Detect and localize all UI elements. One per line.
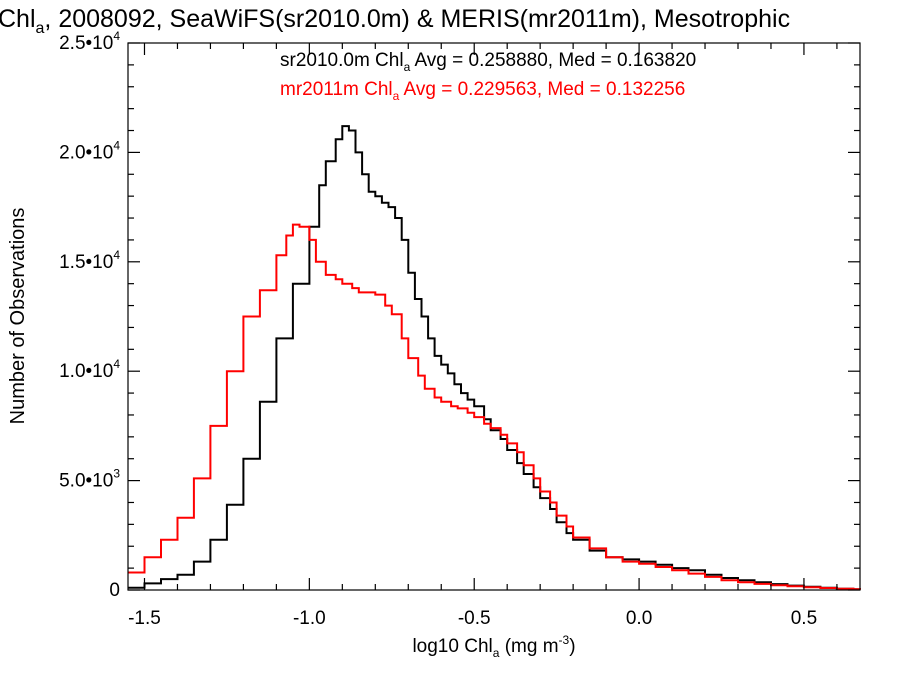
series-line-2 (128, 223, 861, 591)
y-axis-label: Number of Observations (7, 208, 29, 425)
x-tick-label: -1.5 (128, 608, 161, 629)
series-line-1 (128, 125, 861, 591)
x-axis-label: log10 Chla (mg m-3) (412, 633, 575, 660)
legend-stats-black: sr2010.0m Chla Avg = 0.258880, Med = 0.1… (280, 50, 696, 74)
y-tick-label: 2.0•104 (59, 138, 120, 163)
y-tick-label: 0 (109, 580, 120, 601)
legend-stats-red: mr2011m Chla Avg = 0.229563, Med = 0.132… (280, 79, 685, 103)
x-tick-label: -0.5 (458, 608, 491, 629)
x-tick-label: 0.0 (626, 608, 652, 629)
y-tick-label: 1.5•104 (59, 248, 120, 273)
chart-title: Chla, 2008092, SeaWiFS(sr2010.0m) & MERI… (0, 5, 790, 37)
series-layer (128, 125, 861, 591)
x-tick-label: 0.5 (791, 608, 817, 629)
ticks-layer: -1.5 -1.0 -0.5 0.0 0.5 0 5.0•103 1.0•104 1.5•104… (59, 29, 860, 629)
y-tick-label: 5.0•103 (59, 467, 120, 492)
y-tick-label: 1.0•104 (59, 357, 120, 382)
x-tick-label: -1.0 (293, 608, 326, 629)
plot-frame (127, 42, 861, 591)
y-tick-label: 2.5•104 (59, 29, 120, 54)
